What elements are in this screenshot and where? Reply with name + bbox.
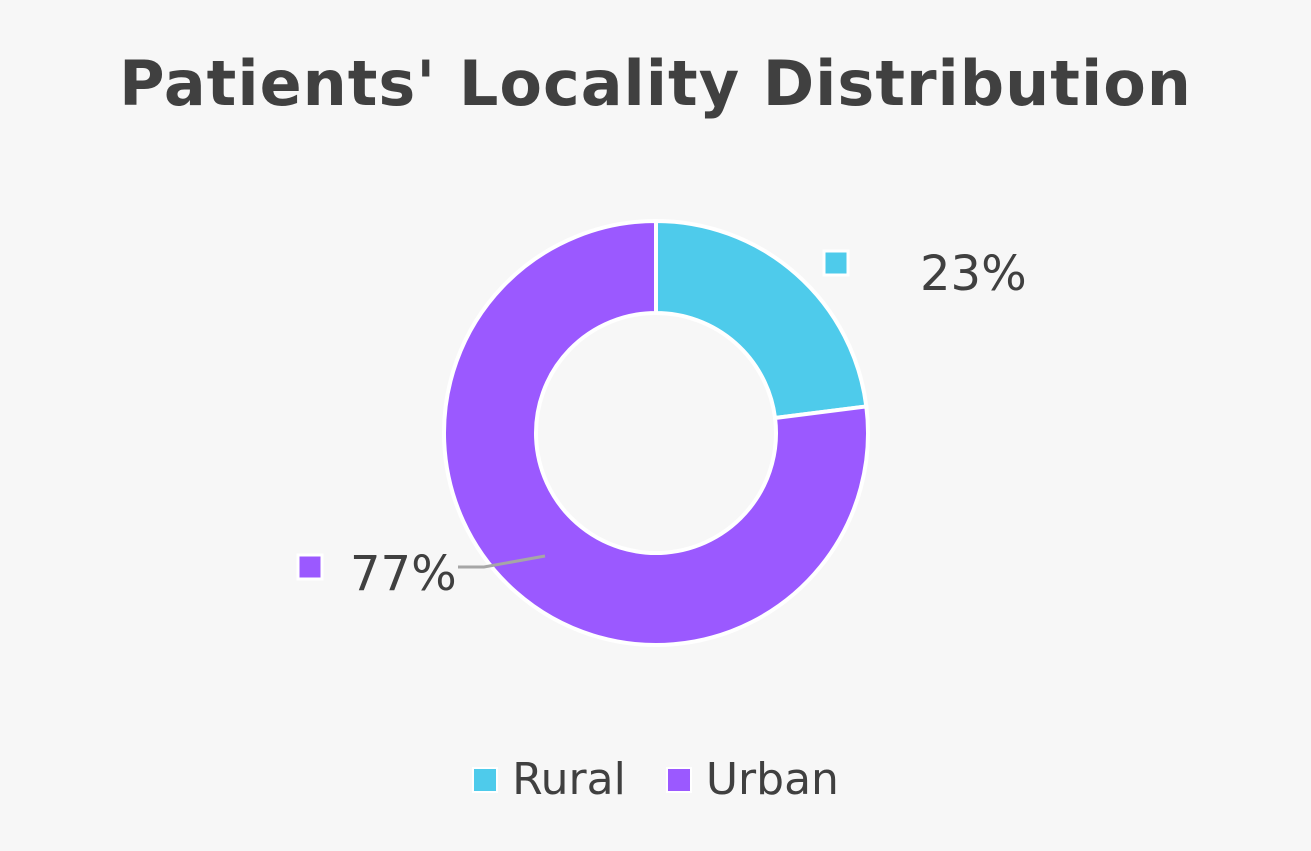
leader-line-urban: [458, 554, 546, 569]
legend: Rural Urban: [0, 752, 1311, 808]
slices-layer: [442, 218, 870, 647]
legend-label-rural: Rural: [512, 754, 626, 805]
slice-rural[interactable]: [654, 218, 869, 421]
chart-title: Patients' Locality Distribution: [119, 47, 1192, 120]
data-label-swatch-rural: [822, 249, 850, 277]
data-label-urban: 77%: [350, 546, 457, 602]
data-label-rural: 23%: [920, 246, 1027, 302]
legend-item-urban[interactable]: Urban: [665, 752, 839, 808]
legend-swatch-rural: [472, 767, 499, 793]
legend-item-rural[interactable]: Rural: [472, 752, 626, 808]
legend-swatch-urban: [665, 767, 692, 793]
data-label-swatch-urban: [296, 553, 324, 581]
slice-urban[interactable]: [442, 218, 870, 647]
data-labels-layer: 23% 77%: [296, 246, 1027, 602]
legend-label-urban: Urban: [705, 754, 839, 805]
